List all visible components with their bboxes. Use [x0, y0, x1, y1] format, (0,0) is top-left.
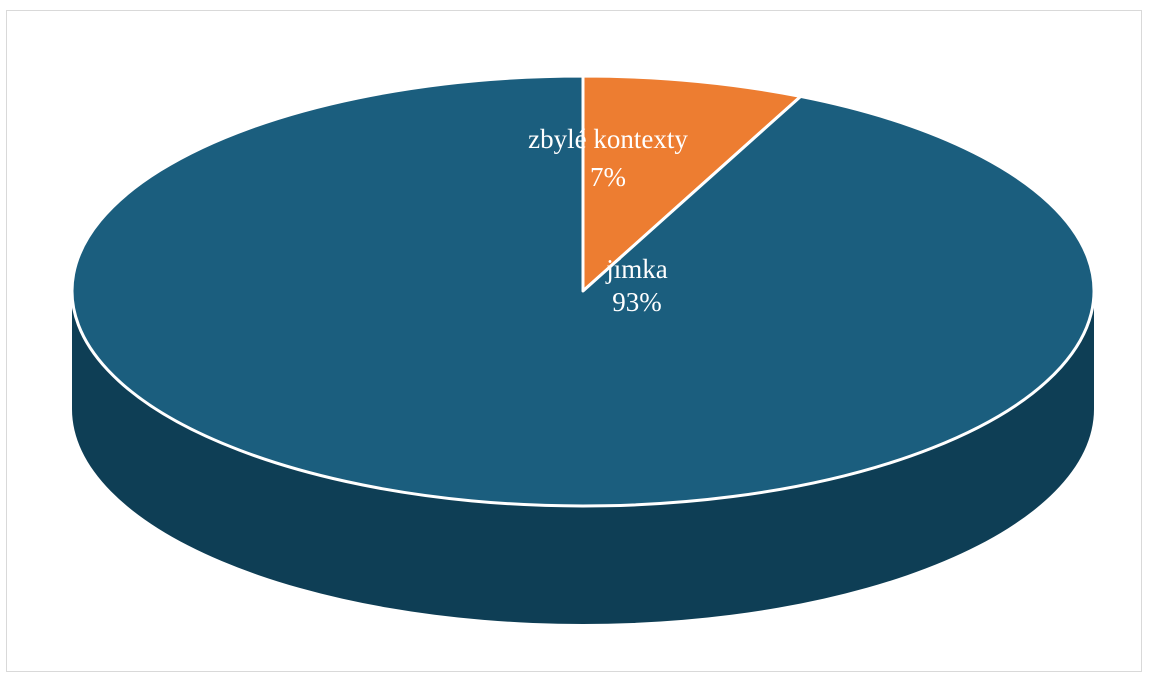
- slice-side-1: [72, 291, 1094, 624]
- pie-labels: zbylé kontexty 7% jímka 93%: [528, 124, 688, 317]
- slice-0: [581, 74, 803, 293]
- slice-label-value-0: 7%: [590, 162, 626, 192]
- slice-label-value-1: 93%: [612, 287, 662, 317]
- pie-slices: [70, 74, 1096, 508]
- slice-label-name-1: jímka: [605, 254, 668, 284]
- pie-sides: [72, 291, 1094, 624]
- slice-1: [70, 74, 1096, 508]
- slice-label-name-0: zbylé kontexty: [528, 124, 688, 154]
